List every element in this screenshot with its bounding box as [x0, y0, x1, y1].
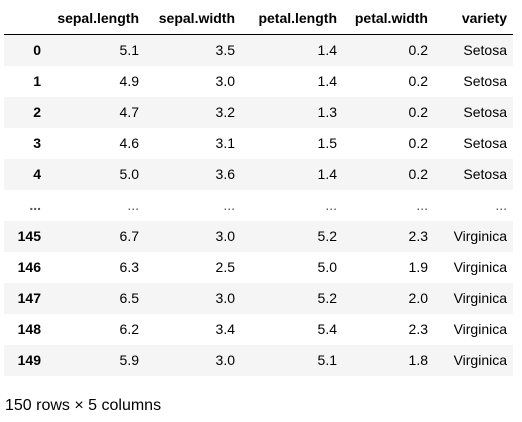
table-row: 147 6.5 3.0 5.2 2.0 Virginica	[4, 283, 513, 314]
table-row: 3 4.6 3.1 1.5 0.2 Setosa	[4, 128, 513, 159]
header-row: sepal.length sepal.width petal.length pe…	[4, 3, 513, 35]
cell-sepal-length: 6.3	[119, 259, 139, 275]
cell-variety: Virginica	[453, 352, 507, 368]
table-row: 146 6.3 2.5 5.0 1.9 Virginica	[4, 252, 513, 283]
cell-sepal-width: 3.1	[215, 135, 235, 151]
row-index: 147	[17, 290, 41, 306]
cell-sepal-length: 5.1	[119, 42, 139, 58]
cell-sepal-width: 3.0	[215, 352, 235, 368]
cell-petal-width: 0.2	[408, 73, 428, 89]
cell-variety: Virginica	[453, 290, 507, 306]
cell-sepal-length: 5.9	[119, 352, 139, 368]
cell-petal-width: 0.2	[408, 104, 428, 120]
column-header-petal-width: petal.width	[354, 10, 428, 26]
cell-petal-width: 1.8	[408, 352, 428, 368]
cell-variety: Virginica	[453, 228, 507, 244]
cell-petal-length: 1.4	[317, 42, 337, 58]
cell-sepal-length: 6.5	[119, 290, 139, 306]
table-row: 149 5.9 3.0 5.1 1.8 Virginica	[4, 345, 513, 376]
cell-variety: Virginica	[453, 321, 507, 337]
row-index: 148	[17, 321, 41, 337]
table-row: 148 6.2 3.4 5.4 2.3 Virginica	[4, 314, 513, 345]
cell-petal-width: 2.0	[408, 290, 428, 306]
cell-petal-length: 1.4	[317, 73, 337, 89]
cell-sepal-width: 3.5	[215, 42, 235, 58]
column-header-sepal-width: sepal.width	[158, 10, 235, 26]
cell-petal-length: 5.0	[317, 259, 337, 275]
cell-variety: Virginica	[453, 259, 507, 275]
cell-petal-length: 1.3	[317, 104, 337, 120]
cell-sepal-length: 4.7	[119, 104, 139, 120]
cell-sepal-width: 3.6	[215, 166, 235, 182]
cell-petal-length: 1.5	[317, 135, 337, 151]
row-index: 0	[33, 42, 41, 58]
cell-sepal-width: 3.0	[215, 290, 235, 306]
table-row: 4 5.0 3.6 1.4 0.2 Setosa	[4, 159, 513, 190]
cell-sepal-length: 6.2	[119, 321, 139, 337]
table-row: 145 6.7 3.0 5.2 2.3 Virginica	[4, 221, 513, 252]
cell-petal-width: 2.3	[408, 228, 428, 244]
cell-variety: Setosa	[463, 104, 507, 120]
cell-variety: ...	[495, 197, 507, 213]
table-row: 0 5.1 3.5 1.4 0.2 Setosa	[4, 34, 513, 66]
cell-sepal-width: 3.2	[215, 104, 235, 120]
table-header: sepal.length sepal.width petal.length pe…	[4, 3, 513, 35]
cell-petal-length: 5.4	[317, 321, 337, 337]
cell-petal-length: 1.4	[317, 166, 337, 182]
row-index: 145	[17, 228, 41, 244]
cell-variety: Setosa	[463, 135, 507, 151]
dataframe-table: sepal.length sepal.width petal.length pe…	[4, 3, 513, 376]
cell-sepal-length: ...	[127, 197, 139, 213]
row-index: 146	[17, 259, 41, 275]
table-body: 0 5.1 3.5 1.4 0.2 Setosa 1 4.9 3.0 1.4 0.2 Setosa 2 4…	[4, 34, 513, 376]
cell-variety: Setosa	[463, 42, 507, 58]
cell-petal-width: 0.2	[408, 42, 428, 58]
row-index: 2	[33, 104, 41, 120]
row-index: 3	[33, 135, 41, 151]
cell-petal-width: 2.3	[408, 321, 428, 337]
row-index: ...	[29, 197, 41, 213]
cell-variety: Setosa	[463, 73, 507, 89]
cell-sepal-length: 4.9	[119, 73, 139, 89]
ellipsis-row: ..................	[4, 190, 513, 221]
cell-sepal-length: 5.0	[119, 166, 139, 182]
cell-sepal-width: 3.0	[215, 73, 235, 89]
table-summary: 150 rows × 5 columns	[5, 397, 162, 414]
cell-petal-length: 5.1	[317, 352, 337, 368]
row-index: 149	[17, 352, 41, 368]
row-index: 1	[33, 73, 41, 89]
cell-sepal-width: 3.0	[215, 228, 235, 244]
column-header-variety: variety	[461, 10, 507, 26]
index-column-header	[4, 3, 47, 35]
column-header-sepal-length: sepal.length	[57, 10, 139, 26]
cell-petal-width: 1.9	[408, 259, 428, 275]
table-row: 1 4.9 3.0 1.4 0.2 Setosa	[4, 66, 513, 97]
cell-petal-width: ...	[416, 197, 428, 213]
cell-petal-width: 0.2	[408, 166, 428, 182]
table-row: 2 4.7 3.2 1.3 0.2 Setosa	[4, 97, 513, 128]
cell-sepal-length: 4.6	[119, 135, 139, 151]
cell-petal-length: ...	[325, 197, 337, 213]
row-index: 4	[33, 166, 41, 182]
cell-sepal-length: 6.7	[119, 228, 139, 244]
cell-petal-width: 0.2	[408, 135, 428, 151]
column-header-petal-length: petal.length	[258, 10, 337, 26]
cell-variety: Setosa	[463, 166, 507, 182]
cell-sepal-width: 2.5	[215, 259, 235, 275]
cell-sepal-width: 3.4	[215, 321, 235, 337]
cell-sepal-width: ...	[223, 197, 235, 213]
cell-petal-length: 5.2	[317, 228, 337, 244]
cell-petal-length: 5.2	[317, 290, 337, 306]
